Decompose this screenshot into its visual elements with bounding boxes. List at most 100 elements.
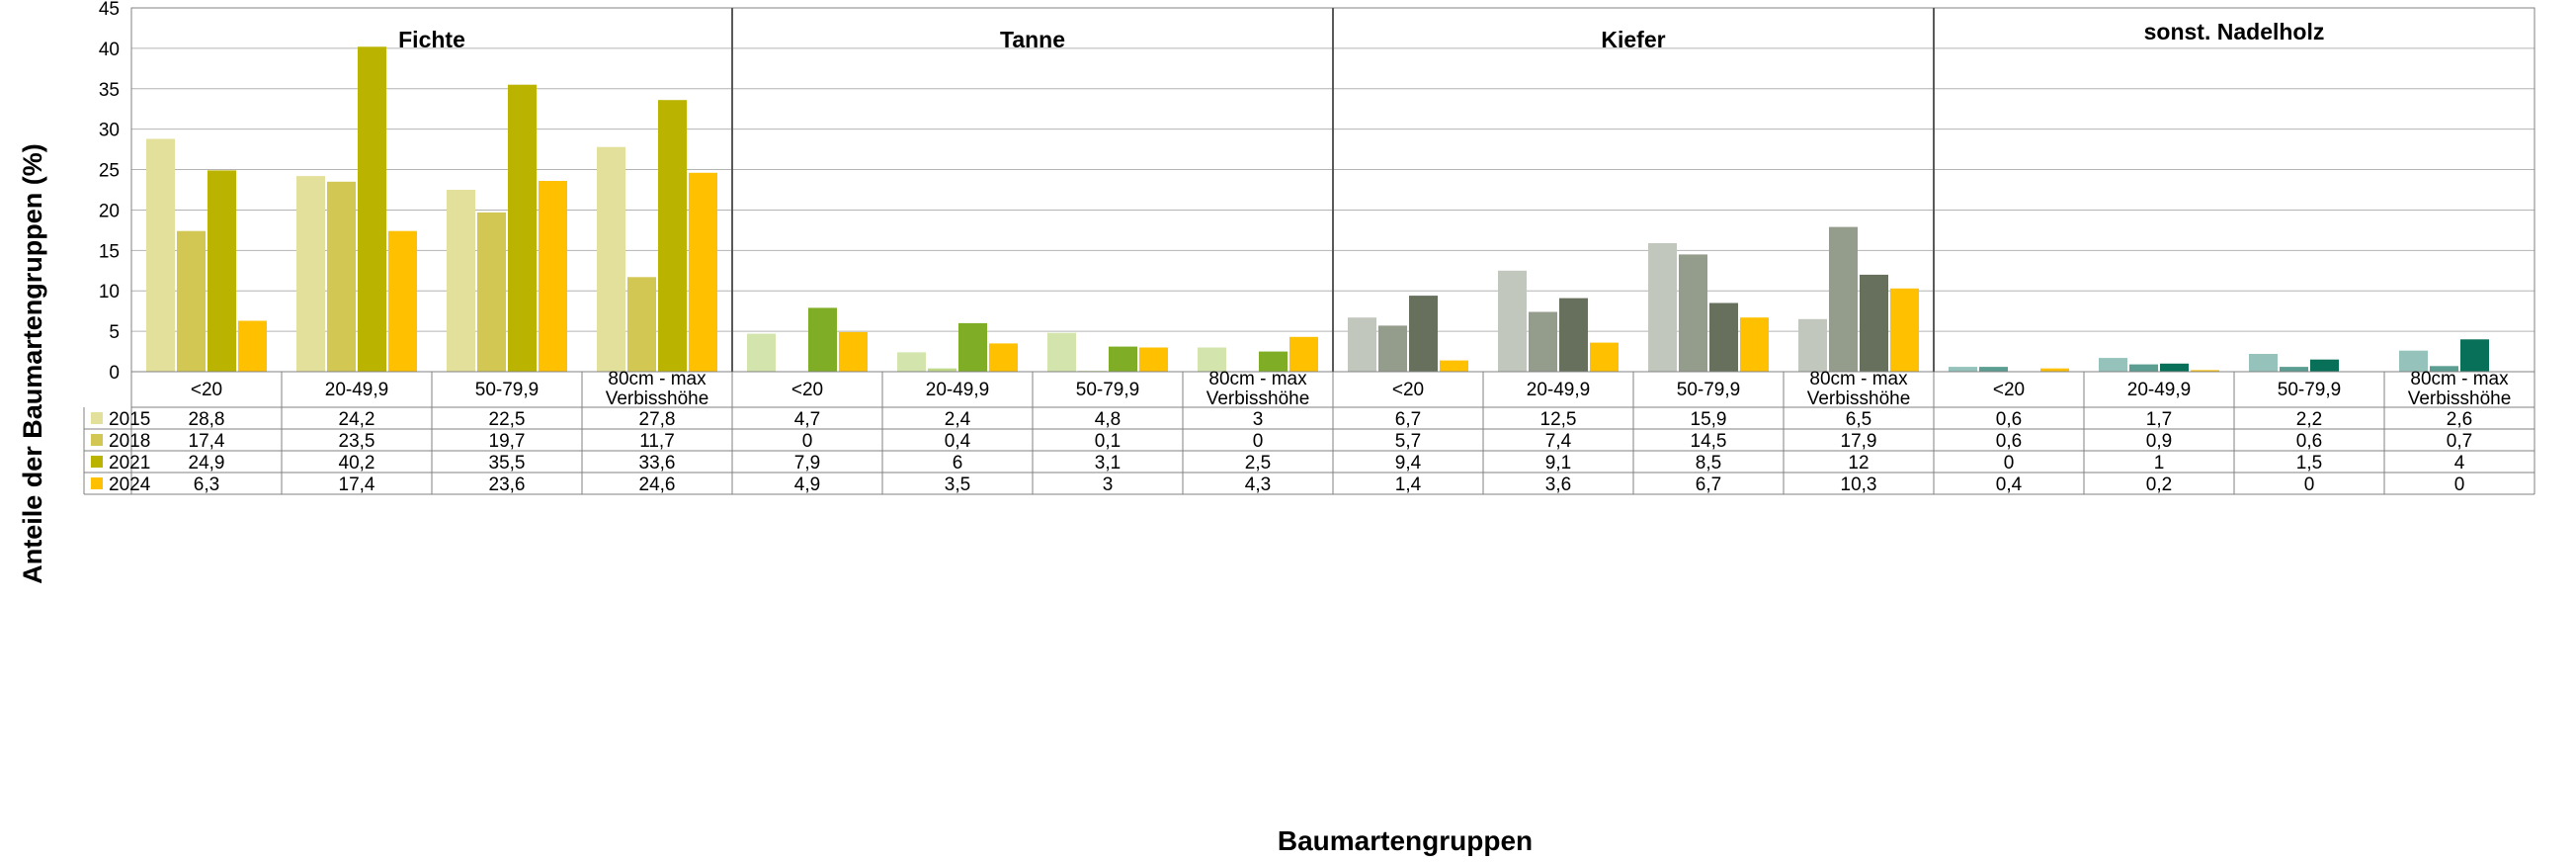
bar — [296, 176, 325, 372]
bar — [839, 331, 868, 372]
table-cell: 3,6 — [1545, 474, 1571, 495]
table-cell: 2,5 — [1245, 453, 1271, 474]
table-cell: 1,5 — [2296, 453, 2322, 474]
table-cell: 0,7 — [2447, 431, 2472, 452]
bar — [897, 352, 926, 372]
bar — [658, 100, 687, 372]
table-cell: 11,7 — [639, 431, 675, 452]
bar — [2099, 358, 2127, 372]
bar — [2040, 368, 2069, 372]
table-cell: 6 — [953, 453, 963, 474]
category-label: 20-49,9 — [1527, 380, 1590, 400]
bar — [627, 277, 656, 372]
table-cell: 4,7 — [794, 409, 820, 430]
table-cell: 3,1 — [1095, 453, 1121, 474]
category-label-line: Verbisshöhe — [606, 388, 709, 409]
legend-swatch — [91, 412, 103, 424]
y-tick-label: 15 — [99, 241, 120, 262]
bar — [1198, 347, 1226, 372]
bar — [1860, 274, 1888, 372]
y-axis-ticks: 0 5 10 15 20 25 30 35 40 45 — [99, 0, 120, 384]
category-label: 50-79,9 — [475, 380, 539, 400]
table-cell: 1,4 — [1395, 474, 1422, 495]
bar — [2399, 350, 2428, 372]
category-label: 20-49,9 — [926, 380, 989, 400]
table-cell: 0,6 — [1996, 431, 2022, 452]
category-label: 20-49,9 — [2127, 380, 2191, 400]
bar — [2191, 370, 2219, 372]
bar — [1259, 351, 1288, 372]
category-label-line: 80cm - max — [1208, 369, 1307, 389]
legend-label: 2021 — [109, 453, 150, 474]
bar — [1798, 318, 1827, 372]
table-cell: 12,5 — [1540, 409, 1577, 430]
bar — [1679, 254, 1707, 372]
table-cell: 5,7 — [1395, 431, 1421, 452]
table-cell: 7,9 — [794, 453, 820, 474]
table-cell: 23,6 — [489, 474, 526, 495]
bar — [1409, 296, 1438, 372]
table-cell: 0 — [2004, 453, 2015, 474]
table-cell: 3,5 — [945, 474, 970, 495]
bar — [1559, 298, 1588, 372]
table-cell: 23,5 — [339, 431, 375, 452]
legend-swatch — [91, 456, 103, 468]
table-cell: 9,4 — [1395, 453, 1422, 474]
bar — [689, 172, 717, 372]
category-label: 80cm - max Verbisshöhe — [1206, 369, 1310, 409]
table-cell: 6,7 — [1395, 409, 1421, 430]
bar — [1829, 226, 1858, 372]
table-cell: 24,9 — [189, 453, 225, 474]
bar — [447, 190, 475, 372]
bar — [327, 181, 356, 372]
table-cell: 14,5 — [1691, 431, 1727, 452]
table-cell: 0,1 — [1095, 431, 1121, 452]
table-cell: 33,6 — [639, 453, 676, 474]
group-title: Tanne — [1000, 27, 1065, 52]
bar — [1440, 360, 1468, 372]
table-cell: 1 — [2154, 453, 2165, 474]
bar — [928, 368, 956, 372]
category-label-line: Verbisshöhe — [1206, 388, 1310, 409]
bar — [146, 138, 175, 372]
category-label: 50-79,9 — [1076, 380, 1139, 400]
category-label-line: Verbisshöhe — [1807, 388, 1911, 409]
table-cell: 0 — [2304, 474, 2315, 495]
y-tick-label: 45 — [99, 0, 120, 20]
y-tick-label: 20 — [99, 201, 120, 221]
table-cell: 1,7 — [2146, 409, 2172, 430]
table-cell: 6,5 — [1846, 409, 1871, 430]
category-label: 50-79,9 — [2278, 380, 2341, 400]
table-cell: 0 — [1253, 431, 1264, 452]
table-cell: 17,9 — [1841, 431, 1877, 452]
table-cell: 24,2 — [339, 409, 375, 430]
bar — [1949, 367, 1977, 372]
group-title: sonst. Nadelholz — [2144, 19, 2325, 44]
table-cell: 4 — [2454, 453, 2465, 474]
bar — [2310, 359, 2339, 372]
table-cell: 4,3 — [1245, 474, 1271, 495]
category-label: 80cm - max Verbisshöhe — [606, 369, 709, 409]
table-cell: 0,4 — [945, 431, 971, 452]
table-cell: 15,9 — [1691, 409, 1727, 430]
bars — [146, 46, 2489, 373]
y-axis-label: Anteile der Baumartengruppen (%) — [18, 143, 47, 584]
bar — [1740, 317, 1769, 372]
bar — [177, 230, 206, 372]
y-tick-label: 25 — [99, 161, 120, 182]
bar — [477, 212, 506, 372]
bar — [1590, 342, 1619, 372]
y-tick-label: 5 — [109, 322, 120, 343]
bar — [1498, 270, 1527, 372]
bar — [238, 320, 267, 372]
table-cell: 3 — [1103, 474, 1114, 495]
bar — [597, 146, 625, 372]
bar — [1529, 311, 1557, 372]
table-cell: 0,2 — [2146, 474, 2172, 495]
table-cell: 22,5 — [489, 409, 526, 430]
legend-swatch — [91, 477, 103, 489]
bar — [1648, 243, 1677, 372]
table-cell: 12 — [1848, 453, 1869, 474]
